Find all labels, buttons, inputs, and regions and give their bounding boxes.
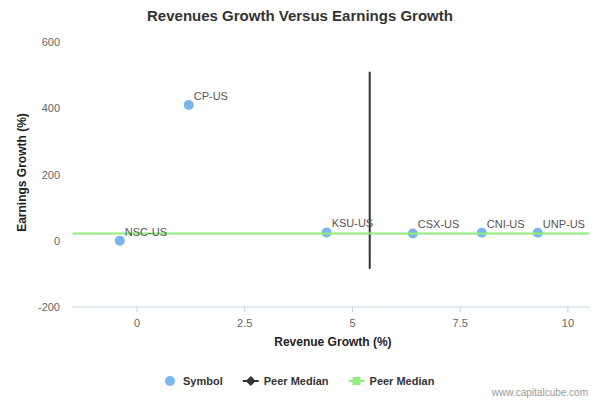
point: [115, 236, 125, 246]
x-tick-label: 0: [134, 317, 140, 329]
legend-label: Symbol: [183, 375, 223, 387]
x-tick: [244, 307, 245, 312]
x-axis-title: Revenue Growth (%): [274, 335, 391, 349]
y-axis-title: Earnings Growth (%): [15, 113, 29, 232]
point-label: CP-US: [194, 90, 228, 102]
x-tick: [137, 307, 138, 312]
legend-label: Peer Median: [370, 375, 435, 387]
legend-line: [243, 380, 259, 382]
x-tick-label: 2.5: [237, 317, 252, 329]
point-label: NSC-US: [125, 226, 167, 238]
point-label: CNI-US: [487, 218, 525, 230]
x-axis-line: [72, 307, 589, 308]
legend-marker: [165, 376, 175, 386]
legend: Symbol Peer Median Peer Median: [165, 375, 435, 387]
title: Revenues Growth Versus Earnings Growth: [147, 7, 453, 24]
legend-label: Peer Median: [264, 375, 329, 387]
y-tick-label: 0: [54, 235, 60, 247]
point-label: KSU-US: [332, 217, 374, 229]
point: [184, 100, 194, 110]
legend-marker: [353, 377, 361, 385]
median-line: [369, 72, 371, 269]
plot-area: [72, 72, 589, 269]
point-label: UNP-US: [543, 218, 585, 230]
x-tick-label: 10: [562, 317, 574, 329]
x-tick: [460, 307, 461, 312]
chart: Revenues Growth Versus Earnings Growth 0 2…: [0, 0, 600, 400]
y-tick-label: 200: [42, 169, 60, 181]
y-tick-label: 400: [42, 102, 60, 114]
x-tick-label: 5: [349, 317, 355, 329]
y-tick-label: 600: [42, 36, 60, 48]
x-tick-label: 7.5: [453, 317, 468, 329]
y-tick-label: -200: [38, 301, 60, 313]
watermark: www.capitalcube.com: [491, 387, 588, 398]
point-label: CSX-US: [418, 218, 460, 230]
point-labels: NSC-US CP-US KSU-US CSX-US CNI-US UNP-US: [125, 90, 585, 238]
x-tick: [567, 307, 568, 312]
x-tick: [352, 307, 353, 312]
